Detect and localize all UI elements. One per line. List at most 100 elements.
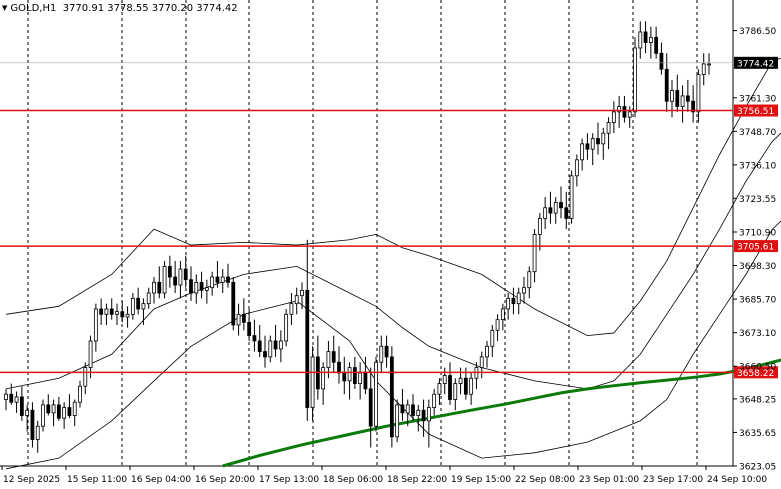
candle-body	[257, 340, 262, 352]
y-tick-label: 3623.05	[739, 463, 776, 473]
candle	[448, 362, 452, 405]
x-tick-label: 23 Sep 17:00	[643, 475, 703, 485]
level-label: 3658.22	[737, 369, 774, 379]
candle	[189, 266, 193, 301]
candle	[337, 346, 341, 384]
candle	[268, 335, 273, 363]
candle	[659, 42, 664, 75]
candle-body	[120, 311, 125, 318]
candle	[532, 229, 537, 283]
candle-body	[564, 207, 569, 219]
candle	[136, 287, 141, 315]
candle	[495, 314, 500, 341]
candle-body	[654, 36, 659, 54]
candle-body	[685, 95, 690, 102]
level-label-bg	[734, 366, 778, 379]
candle	[553, 197, 558, 224]
candle-body	[25, 409, 30, 416]
x-tick-label: 24 Sep 10:00	[707, 475, 767, 485]
candle	[315, 335, 320, 400]
vertical-grid	[0, 0, 734, 467]
x-tick-label: 18 Sep 22:00	[387, 475, 447, 485]
horizontal-levels[interactable]: 3756.51 3705.61 3658.22	[0, 104, 778, 379]
candle	[664, 53, 669, 112]
candle-body	[130, 297, 135, 315]
candle	[130, 293, 135, 320]
y-tick-label: 3698.30	[739, 262, 776, 272]
current-price-marker: 3774.42	[0, 56, 778, 69]
bollinger-lower	[5, 220, 781, 470]
y-tick-label: 3748.70	[739, 128, 776, 138]
candle	[88, 335, 93, 379]
x-tick-label: 18 Sep 06:00	[323, 475, 383, 485]
candle-body	[569, 175, 574, 219]
candle-body	[236, 313, 241, 326]
candle	[347, 362, 352, 400]
candle	[78, 380, 82, 408]
candle-body	[278, 340, 283, 350]
candle	[278, 330, 283, 363]
y-tick-label: 3723.55	[739, 195, 776, 205]
candle-body	[559, 202, 563, 209]
candle	[220, 269, 225, 294]
candle-body	[41, 404, 45, 427]
candle-body	[162, 265, 167, 294]
candle	[62, 402, 67, 429]
candle	[51, 399, 56, 427]
candle-body	[701, 63, 706, 75]
candle-body	[109, 308, 114, 315]
x-tick-label: 17 Sep 13:00	[259, 475, 319, 485]
candle	[691, 85, 696, 123]
candle	[379, 335, 384, 373]
candle-body	[490, 329, 495, 347]
candle-body	[363, 372, 368, 390]
candle-body	[426, 407, 431, 422]
candlesticks	[4, 21, 711, 453]
candle	[680, 85, 685, 123]
candle-body	[331, 351, 336, 363]
candle-body	[627, 111, 632, 118]
y-tick-label: 3635.65	[739, 429, 776, 439]
candle-body	[14, 396, 19, 403]
candle-body	[194, 281, 199, 294]
candle-body	[596, 138, 600, 145]
candle-body	[72, 401, 77, 416]
candle	[342, 356, 347, 395]
candle	[210, 271, 215, 296]
candle	[537, 213, 542, 251]
candle	[152, 277, 156, 304]
candle	[104, 303, 109, 325]
candle	[516, 287, 521, 315]
candle	[384, 335, 389, 368]
current-price-bg	[734, 56, 778, 69]
candle-body	[46, 404, 51, 414]
candle-body	[152, 281, 156, 294]
candle	[559, 186, 563, 219]
candle	[363, 356, 368, 395]
level-label: 3756.51	[737, 107, 774, 117]
candle-body	[548, 207, 553, 214]
candle-body	[463, 377, 468, 395]
candle-body	[35, 425, 40, 440]
candle-body	[342, 372, 347, 382]
collapse-triangle-icon[interactable]: ▼	[2, 4, 8, 12]
candle-body	[310, 356, 315, 408]
candle-body	[479, 356, 484, 368]
candle	[305, 239, 310, 421]
candle	[294, 287, 299, 315]
y-tick-label: 3786.50	[739, 27, 776, 37]
candle	[421, 399, 426, 437]
candle-body	[352, 367, 357, 384]
candle	[141, 298, 146, 325]
candle	[263, 335, 267, 368]
candle	[617, 95, 622, 128]
candle-body	[141, 303, 146, 310]
candle	[622, 95, 627, 123]
candle	[109, 298, 114, 320]
candle-body	[516, 292, 521, 305]
candle	[331, 335, 336, 373]
candle-body	[268, 340, 273, 358]
candle	[194, 274, 199, 304]
candle	[654, 26, 659, 59]
